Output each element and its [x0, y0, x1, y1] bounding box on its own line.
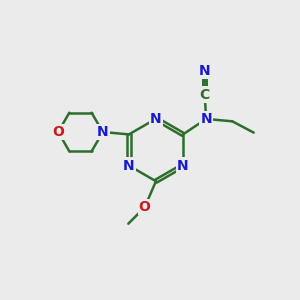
Text: N: N [177, 159, 189, 172]
Text: N: N [97, 125, 109, 139]
Text: N: N [123, 159, 135, 172]
Text: O: O [52, 125, 64, 139]
Text: O: O [139, 200, 151, 214]
Text: C: C [200, 88, 210, 102]
Text: N: N [200, 112, 212, 126]
Text: N: N [150, 112, 162, 126]
Text: N: N [199, 64, 211, 78]
